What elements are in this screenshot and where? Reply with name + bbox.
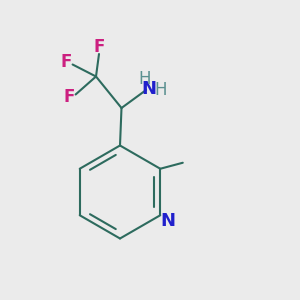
Text: F: F [60, 53, 72, 71]
Text: N: N [142, 80, 157, 98]
Text: F: F [63, 88, 75, 106]
Text: F: F [93, 38, 105, 56]
Text: H: H [139, 70, 151, 88]
Text: H: H [154, 81, 167, 99]
Text: N: N [160, 212, 175, 230]
